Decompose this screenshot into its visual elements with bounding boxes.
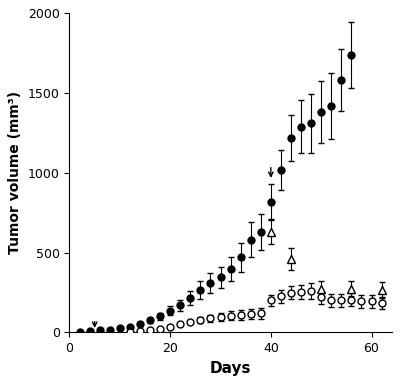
X-axis label: Days: Days <box>210 361 251 376</box>
Y-axis label: Tumor volume (mm³): Tumor volume (mm³) <box>8 91 22 255</box>
